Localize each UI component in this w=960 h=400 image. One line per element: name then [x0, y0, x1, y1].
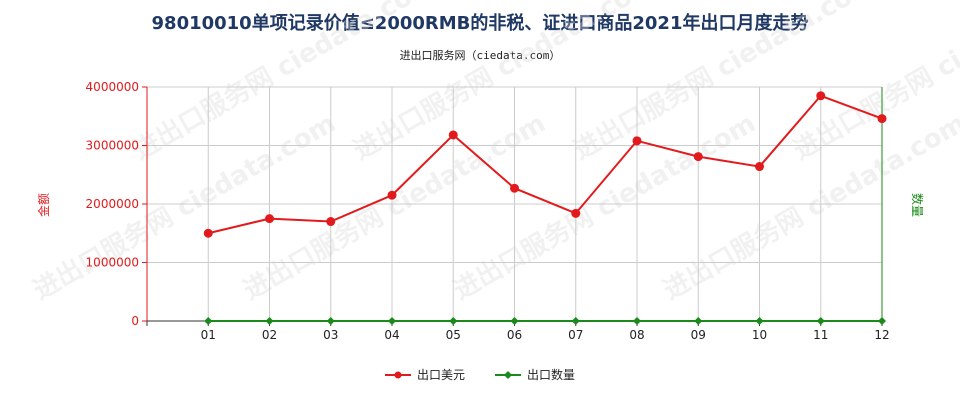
x-tick-label: 12: [874, 328, 889, 342]
data-point-export-usd: [816, 91, 826, 101]
y-tick-label-left: 3000000: [86, 139, 139, 153]
data-point-export-usd: [693, 152, 703, 162]
x-tick-label: 04: [384, 328, 399, 342]
x-tick-label: 01: [201, 328, 216, 342]
x-tick-label: 06: [507, 328, 522, 342]
data-point-export-usd: [510, 183, 519, 193]
data-point-export-usd: [571, 208, 581, 218]
x-tick-label: 07: [568, 328, 583, 342]
y-tick-label-left: 0: [131, 314, 139, 328]
data-point-export-quantity: [633, 317, 641, 325]
legend-label-export-usd: 出口美元: [416, 368, 465, 382]
x-tick-label: 09: [691, 328, 706, 342]
data-point-export-quantity: [449, 317, 458, 325]
x-tick-label: 11: [813, 328, 828, 342]
legend-label-export-quantity: 出口数量: [527, 368, 576, 382]
data-point-export-quantity: [326, 317, 335, 325]
data-point-export-quantity: [816, 317, 825, 325]
data-point-export-usd: [203, 228, 213, 238]
chart-title: 98010010单项记录价值≤2000RMB的非税、证进口商品2021年出口月度…: [151, 13, 809, 34]
data-point-export-quantity: [878, 317, 886, 325]
x-tick-label: 05: [446, 328, 461, 342]
series-line-export-usd: [208, 94, 883, 235]
chart-subtitle: 进出口服务网（ciedata.com）: [399, 49, 561, 62]
y-axis-title-right: 数量: [910, 193, 925, 217]
legend-item-export-quantity[interactable]: 出口数量: [495, 366, 575, 383]
data-point-export-usd: [387, 190, 397, 200]
y-tick-label-left: 4000000: [86, 80, 139, 94]
data-point-export-quantity: [204, 317, 213, 325]
data-point-export-quantity: [510, 317, 519, 325]
data-point-export-quantity: [755, 317, 764, 325]
legend-swatch-export-quantity: [495, 370, 521, 379]
data-point-export-usd: [448, 130, 458, 140]
y-axis-title-left: 金额: [36, 193, 51, 217]
data-point-export-usd: [877, 114, 887, 124]
data-point-export-quantity: [388, 317, 396, 325]
y-tick-label-left: 1000000: [86, 256, 139, 270]
chart-legend: 出口美元 出口数量: [0, 366, 960, 383]
data-point-export-usd: [326, 217, 336, 227]
data-point-export-usd: [632, 136, 642, 146]
data-point-export-usd: [265, 214, 274, 224]
x-tick-label: 08: [629, 328, 644, 342]
legend-swatch-export-usd: [384, 371, 411, 378]
x-tick-label: 03: [323, 328, 338, 342]
x-tick-label: 10: [752, 328, 767, 342]
data-point-export-usd: [755, 162, 764, 172]
legend-item-export-usd[interactable]: 出口美元: [384, 366, 465, 383]
y-tick-label-left: 2000000: [86, 197, 139, 211]
data-point-export-quantity: [571, 317, 580, 325]
x-tick-label: 02: [262, 328, 277, 342]
data-point-export-quantity: [694, 317, 703, 325]
data-point-export-quantity: [265, 317, 274, 325]
